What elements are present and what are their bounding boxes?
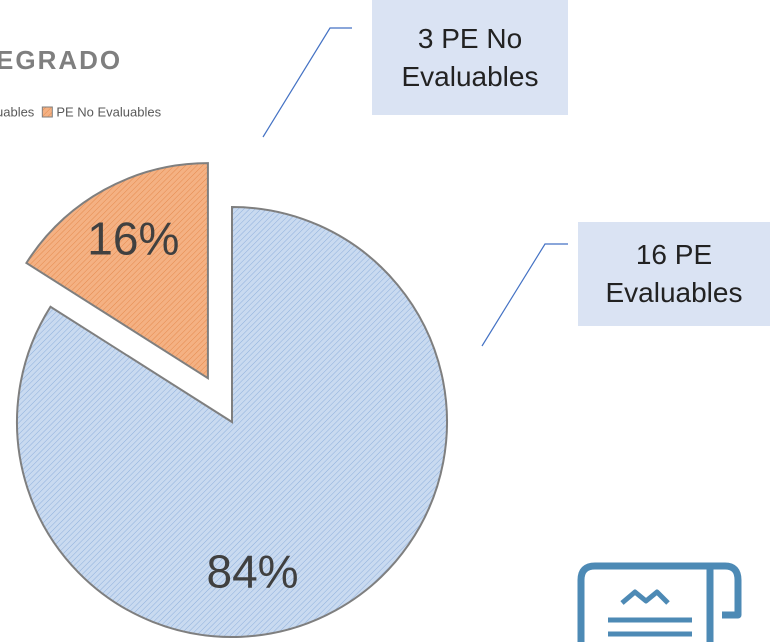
legend: uables PE No Evaluables	[0, 104, 162, 119]
data-label: 84%	[207, 546, 299, 598]
pie-slice	[16, 205, 448, 638]
pie-slice	[25, 162, 209, 381]
leader-line	[262, 27, 352, 138]
pie: 84% 16%	[16, 162, 448, 638]
document-icon	[577, 562, 742, 642]
leader-line	[481, 243, 568, 347]
data-label: 16%	[87, 213, 179, 265]
legend-label: uables	[0, 104, 35, 119]
legend-swatch	[41, 106, 53, 118]
callout: 16 PE Evaluables	[578, 222, 770, 326]
legend-label: PE No Evaluables	[56, 104, 161, 119]
callout: 3 PE No Evaluables	[372, 0, 568, 115]
chart-title: EGRADO	[0, 45, 122, 75]
